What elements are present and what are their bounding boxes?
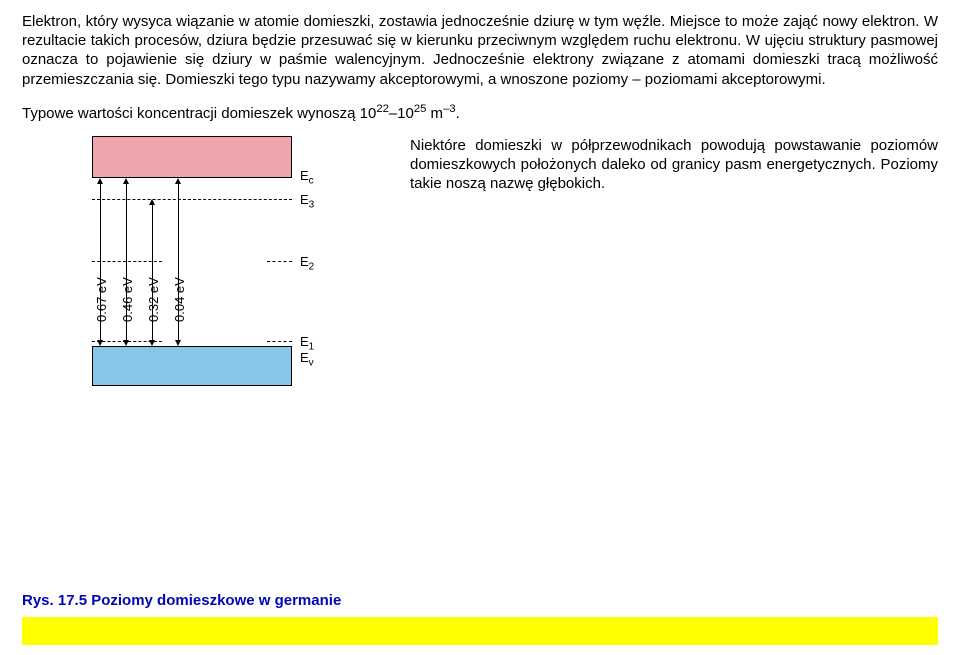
- footer-bar: [22, 617, 938, 645]
- conc-dot: .: [456, 105, 460, 122]
- conc-sup1: 22: [376, 103, 389, 115]
- conc-sup3: –3: [443, 103, 456, 115]
- figure-row: Ec E3 E2 E1 Ev: [22, 136, 938, 386]
- label-ev: Ev: [300, 350, 314, 369]
- ev-label-046: 0.46 eV: [120, 277, 135, 322]
- label-e3: E3: [300, 192, 314, 211]
- valence-band: [92, 346, 292, 386]
- level-e3: [92, 199, 292, 200]
- side-paragraph: Niektóre domieszki w półprzewodnikach po…: [410, 136, 938, 194]
- ev-label-067: 0.67 eV: [94, 277, 109, 322]
- main-paragraph: Elektron, który wysyca wiązanie w atomie…: [22, 12, 938, 89]
- level-e2-ext: [267, 261, 292, 262]
- page: Elektron, który wysyca wiązanie w atomie…: [0, 0, 960, 655]
- conc-pre: Typowe wartości koncentracji domieszek w…: [22, 105, 376, 122]
- ev-label-004: 0.04 eV: [172, 277, 187, 322]
- conc-mid: –10: [389, 105, 414, 122]
- diagram-wrap: Ec E3 E2 E1 Ev: [22, 136, 382, 386]
- label-e2: E2: [300, 254, 314, 273]
- band-diagram: Ec E3 E2 E1 Ev: [22, 136, 382, 386]
- conc-post: m: [426, 105, 443, 122]
- ev-label-032: 0.32 eV: [146, 277, 161, 322]
- figure-caption: Rys. 17.5 Poziomy domieszkowe w germanie: [22, 592, 341, 609]
- level-e1-ext: [267, 341, 292, 342]
- concentration-line: Typowe wartości koncentracji domieszek w…: [22, 103, 938, 122]
- label-ec: Ec: [300, 168, 314, 187]
- conc-sup2: 25: [414, 103, 427, 115]
- conduction-band: [92, 136, 292, 178]
